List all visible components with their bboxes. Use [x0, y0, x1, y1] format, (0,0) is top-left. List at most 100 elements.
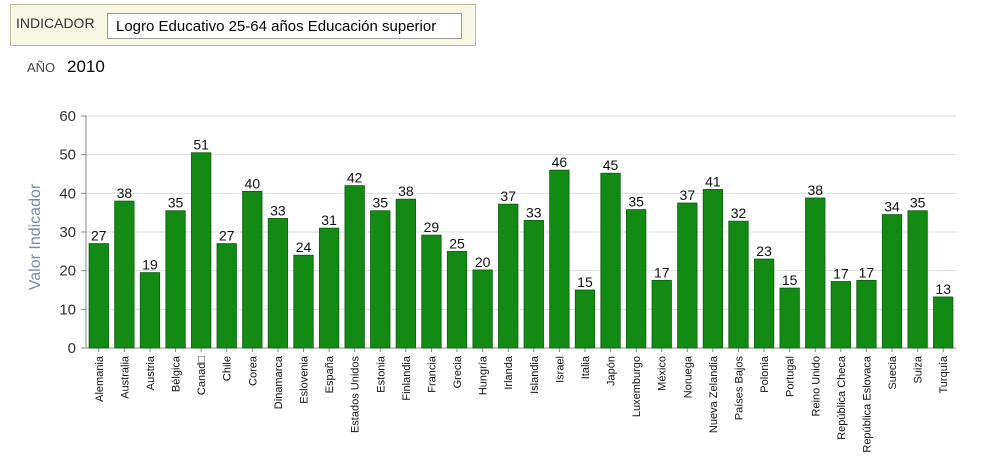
- data-label: 35: [372, 195, 388, 211]
- x-tick-label: Grecia: [452, 355, 464, 388]
- data-label: 25: [449, 235, 465, 251]
- data-label: 40: [245, 175, 261, 191]
- bar[interactable]: [446, 250, 468, 349]
- data-labels: 27 38 19 35 51 27 40 33 24 31 42 35 38 29 25 20 37 33 46 15…: [91, 137, 951, 297]
- x-tick-label: Australia: [119, 355, 131, 399]
- bar[interactable]: [242, 190, 263, 349]
- data-label: 17: [654, 264, 670, 280]
- data-label: 15: [782, 272, 798, 288]
- bar[interactable]: [651, 279, 672, 349]
- data-label: 32: [731, 205, 747, 221]
- bar[interactable]: [421, 234, 442, 349]
- data-label: 13: [935, 281, 951, 297]
- x-tick-label: Hungría: [478, 355, 490, 395]
- y-tick-label: 50: [59, 147, 76, 164]
- year-value[interactable]: 2010: [67, 57, 105, 76]
- bar[interactable]: [728, 220, 749, 349]
- data-label: 38: [398, 183, 414, 199]
- x-tick-label: Luxemburgo: [631, 356, 643, 417]
- bar[interactable]: [191, 152, 212, 349]
- data-label: 35: [910, 195, 926, 211]
- bar[interactable]: [677, 202, 698, 349]
- x-tick-label: Suiza: [913, 355, 925, 383]
- bar[interactable]: [88, 243, 109, 349]
- data-label: 35: [168, 195, 184, 211]
- bar[interactable]: [318, 227, 340, 349]
- bar[interactable]: [626, 209, 647, 349]
- bar[interactable]: [753, 258, 775, 349]
- bar[interactable]: [114, 200, 135, 349]
- bar[interactable]: [549, 169, 570, 349]
- x-tick-label: España: [324, 355, 336, 393]
- data-label: 19: [142, 257, 158, 273]
- bar[interactable]: [370, 210, 391, 349]
- indicator-select[interactable]: Logro Educativo 25-64 años Educación sup…: [107, 13, 462, 39]
- bar[interactable]: [702, 189, 724, 349]
- x-tick-label: Países Bajos: [734, 356, 746, 421]
- data-label: 17: [833, 265, 849, 281]
- bar[interactable]: [472, 269, 493, 349]
- gridlines: [86, 115, 956, 310]
- x-tick-label: Alemania: [94, 355, 106, 402]
- y-tick-label: 60: [59, 108, 76, 125]
- bar[interactable]: [933, 296, 954, 349]
- x-tick-label: Japón: [606, 356, 618, 386]
- x-tick-label: Reino Unido: [810, 356, 822, 417]
- x-tick-labels: Alemania Australia Austria Bélgica Canad□ Chi…: [94, 355, 950, 453]
- data-label: 24: [296, 239, 312, 255]
- x-tick-label: Noruega: [682, 355, 694, 398]
- x-tick-label: Estados Unidos: [350, 356, 362, 434]
- bar[interactable]: [856, 279, 877, 349]
- bar[interactable]: [216, 243, 237, 349]
- x-tick-label: Chile: [222, 356, 234, 381]
- data-label: 35: [628, 194, 644, 210]
- x-tick-label: México: [657, 356, 669, 391]
- x-tick-label: Dinamarca: [273, 355, 285, 409]
- data-label: 37: [680, 187, 696, 203]
- bar[interactable]: [344, 185, 365, 349]
- bar[interactable]: [498, 203, 519, 349]
- x-tick-label: Estonia: [375, 355, 387, 393]
- bar[interactable]: [779, 287, 800, 349]
- data-label: 17: [859, 264, 875, 280]
- data-label: 46: [552, 154, 568, 170]
- data-label: 34: [884, 199, 900, 215]
- x-tick-label: Italia: [580, 355, 592, 379]
- data-label: 23: [756, 243, 772, 259]
- bar[interactable]: [523, 219, 544, 349]
- x-tick-label: Corea: [247, 355, 259, 386]
- x-tick-label: Finlandia: [401, 355, 413, 401]
- bar[interactable]: [165, 210, 186, 349]
- data-label: 41: [705, 173, 721, 189]
- y-axis-title: Valor Indicador: [27, 183, 44, 290]
- bar[interactable]: [293, 254, 314, 349]
- y-tick-label: 40: [59, 185, 76, 202]
- x-tick-label: Suecia: [887, 355, 899, 390]
- bar[interactable]: [574, 289, 596, 349]
- bar[interactable]: [907, 210, 928, 349]
- bar[interactable]: [805, 197, 826, 349]
- y-tick-label: 0: [68, 340, 76, 357]
- data-label: 29: [424, 219, 440, 235]
- y-tick-label: 30: [59, 224, 76, 241]
- bar[interactable]: [600, 172, 621, 349]
- x-tick-label: Islandia: [529, 355, 541, 394]
- data-label: 15: [577, 274, 593, 290]
- bar[interactable]: [830, 281, 851, 349]
- data-label: 42: [347, 170, 363, 186]
- bar[interactable]: [139, 272, 161, 349]
- bar[interactable]: [881, 214, 903, 349]
- x-tick-label: Irlanda: [503, 355, 515, 390]
- bar[interactable]: [267, 218, 289, 349]
- x-tick-label: Polonia: [759, 355, 771, 393]
- bar[interactable]: [395, 198, 416, 349]
- data-label: 38: [117, 185, 133, 201]
- data-label: 27: [91, 228, 107, 244]
- x-tick-label: Austria: [145, 355, 157, 390]
- x-tick-label: Bélgica: [171, 355, 183, 392]
- x-tick-label: Portugal: [785, 356, 797, 397]
- x-tick-label: Nueva Zelandia: [708, 355, 720, 433]
- data-label: 33: [270, 202, 286, 218]
- data-label: 20: [475, 254, 491, 270]
